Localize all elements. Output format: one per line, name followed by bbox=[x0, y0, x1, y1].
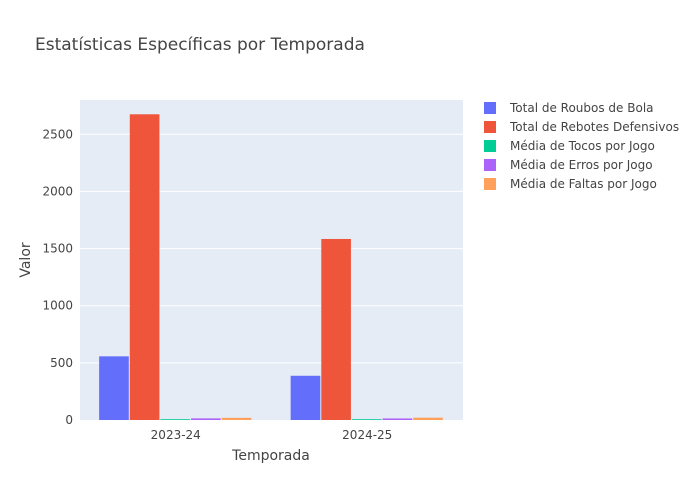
chart-title: Estatísticas Específicas por Temporada bbox=[35, 35, 365, 55]
legend-label[interactable]: Total de Rebotes Defensivos bbox=[509, 120, 679, 134]
bar[interactable] bbox=[129, 114, 160, 421]
y-axis-title: Valor bbox=[18, 242, 34, 278]
legend-swatch[interactable] bbox=[484, 140, 496, 152]
legend-swatch[interactable] bbox=[484, 178, 496, 190]
bar[interactable] bbox=[290, 375, 321, 420]
bar[interactable] bbox=[160, 419, 191, 420]
bar[interactable] bbox=[413, 417, 443, 420]
legend-label[interactable]: Média de Erros por Jogo bbox=[510, 158, 653, 172]
legend-label[interactable]: Média de Faltas por Jogo bbox=[510, 177, 657, 191]
bars bbox=[99, 114, 443, 421]
bar[interactable] bbox=[191, 418, 221, 420]
legend[interactable]: Total de Roubos de Bola Total de Rebotes … bbox=[484, 101, 679, 191]
y-tick-label: 1500 bbox=[42, 242, 73, 256]
y-tick-label: 2000 bbox=[42, 184, 73, 198]
x-axis-title: Temporada bbox=[231, 448, 310, 464]
y-tick-label: 1000 bbox=[42, 299, 73, 313]
legend-swatch[interactable] bbox=[484, 159, 496, 171]
x-tick-label: 2023-24 bbox=[151, 428, 201, 442]
legend-label[interactable]: Média de Tocos por Jogo bbox=[510, 139, 655, 153]
legend-swatch[interactable] bbox=[484, 121, 496, 133]
y-tick-label: 0 bbox=[65, 413, 73, 427]
bar[interactable] bbox=[221, 417, 252, 420]
legend-swatch[interactable] bbox=[484, 102, 496, 114]
y-tick-labels: 0 500 1000 1500 2000 2500 bbox=[42, 127, 73, 427]
bar[interactable] bbox=[321, 238, 351, 420]
x-tick-labels: 2023-24 2024-25 bbox=[151, 428, 393, 442]
y-tick-label: 2500 bbox=[42, 127, 73, 141]
legend-label[interactable]: Total de Roubos de Bola bbox=[509, 101, 654, 115]
bar[interactable] bbox=[382, 418, 413, 420]
x-tick-label: 2024-25 bbox=[342, 428, 392, 442]
bar[interactable] bbox=[99, 356, 129, 420]
y-tick-label: 500 bbox=[50, 356, 73, 370]
bar[interactable] bbox=[351, 419, 382, 420]
